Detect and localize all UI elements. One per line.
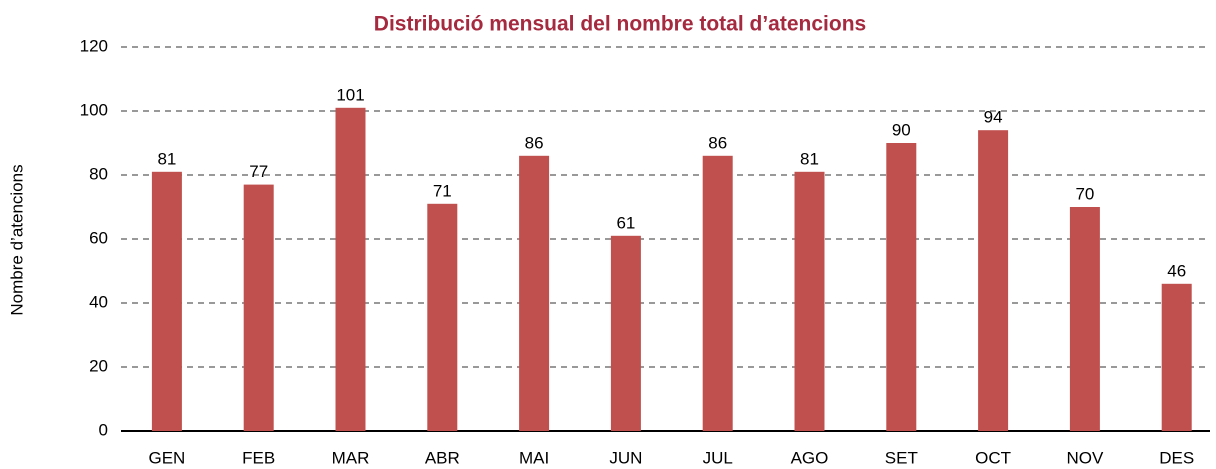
y-tick-label: 20 [89, 356, 108, 375]
bar [610, 235, 641, 431]
value-label: 61 [616, 213, 635, 232]
x-tick-label: GEN [148, 448, 185, 467]
value-label: 86 [708, 133, 727, 152]
bar [1161, 283, 1192, 431]
y-tick-label: 0 [99, 420, 108, 439]
value-label: 71 [433, 181, 452, 200]
y-tick-label: 80 [89, 164, 108, 183]
y-axis-label: Nombre d’atencions [7, 164, 26, 315]
bar [243, 184, 274, 431]
bar [794, 171, 825, 432]
value-label: 94 [984, 108, 1003, 127]
x-tick-label: MAI [519, 448, 549, 467]
bar [519, 155, 550, 432]
x-tick-label: FEB [242, 448, 275, 467]
x-tick-label: JUN [609, 448, 642, 467]
x-tick-label: SET [885, 448, 918, 467]
x-tick-label: AGO [791, 448, 829, 467]
x-tick-label: ABR [425, 448, 460, 467]
value-label: 81 [800, 149, 819, 168]
y-tick-label: 60 [89, 228, 108, 247]
value-label: 86 [525, 133, 544, 152]
value-label: 90 [892, 120, 911, 139]
value-label: 70 [1075, 184, 1094, 203]
chart-title: Distribució mensual del nombre total d’a… [374, 13, 866, 36]
value-label: 101 [336, 85, 364, 104]
bar [151, 171, 182, 432]
x-tick-label: DES [1159, 448, 1194, 467]
value-label: 77 [249, 162, 268, 181]
value-label: 46 [1167, 261, 1186, 280]
y-tick-label: 40 [89, 292, 108, 311]
bar [427, 203, 458, 431]
x-tick-label: NOV [1066, 448, 1104, 467]
bar [702, 155, 733, 432]
value-label: 81 [157, 149, 176, 168]
y-tick-label: 100 [80, 100, 108, 119]
bar [1069, 207, 1100, 431]
bar [335, 107, 366, 432]
bar [978, 130, 1009, 431]
bar [886, 143, 917, 431]
x-tick-label: OCT [975, 448, 1011, 467]
x-tick-label: MAR [332, 448, 370, 467]
y-tick-label: 120 [80, 36, 108, 55]
x-tick-label: JUL [703, 448, 733, 467]
